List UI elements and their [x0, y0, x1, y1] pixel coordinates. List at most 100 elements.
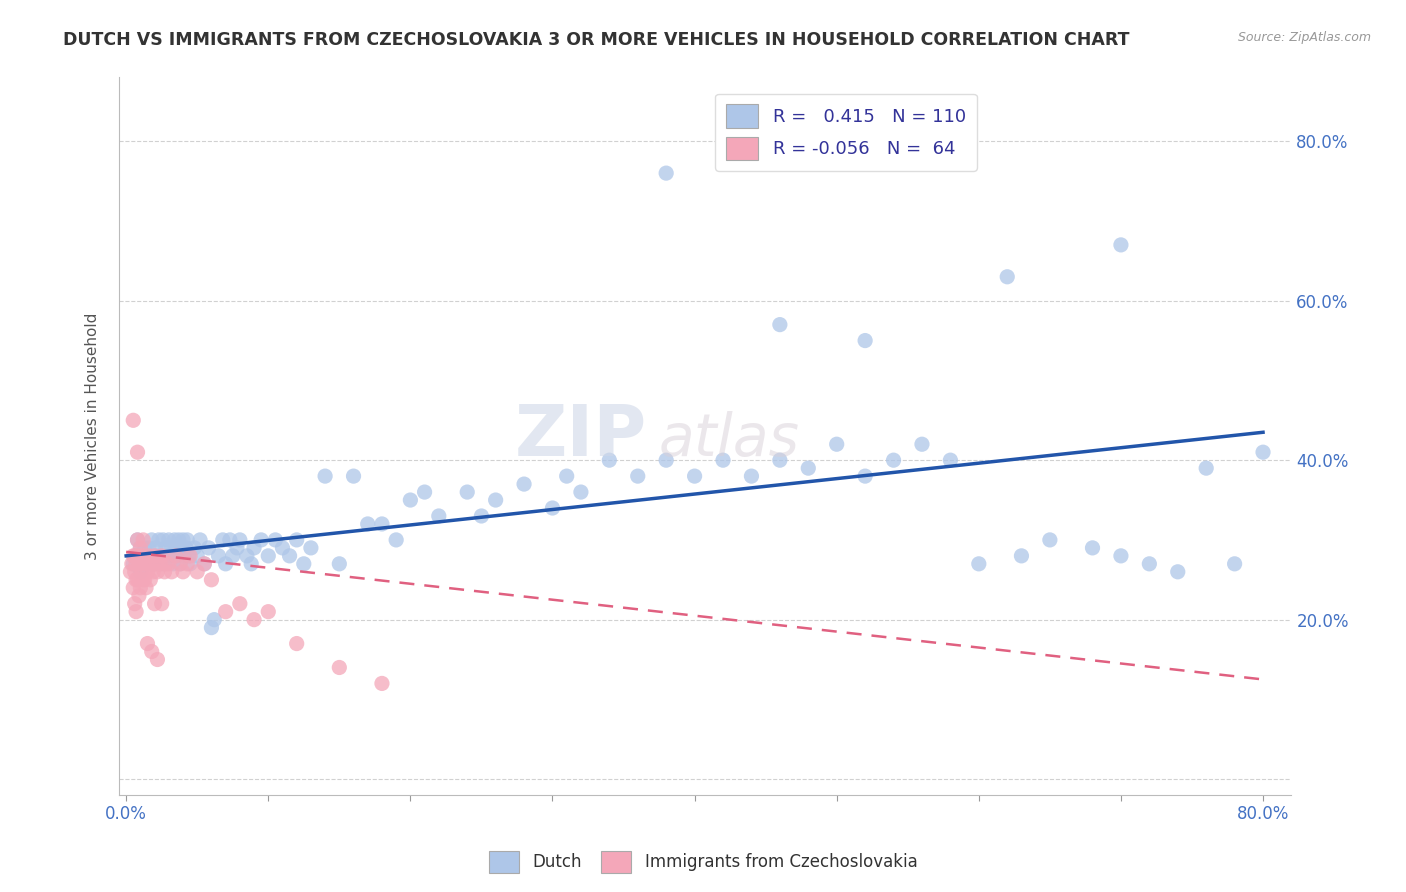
- Point: [911, 437, 934, 451]
- Point: [127, 573, 149, 587]
- Point: [145, 541, 167, 555]
- Point: [555, 469, 578, 483]
- Point: [967, 557, 990, 571]
- Point: [598, 453, 620, 467]
- Point: [292, 557, 315, 571]
- Point: [769, 453, 792, 467]
- Point: [1167, 565, 1189, 579]
- Point: [132, 573, 155, 587]
- Point: [385, 533, 408, 547]
- Point: [127, 533, 149, 547]
- Point: [683, 469, 706, 483]
- Point: [569, 485, 592, 500]
- Point: [179, 549, 201, 563]
- Point: [1010, 549, 1032, 563]
- Point: [142, 565, 165, 579]
- Point: [122, 581, 145, 595]
- Point: [655, 453, 678, 467]
- Point: [214, 557, 236, 571]
- Point: [172, 565, 194, 579]
- Point: [177, 549, 200, 563]
- Point: [153, 565, 176, 579]
- Point: [179, 557, 201, 571]
- Point: [159, 549, 181, 563]
- Point: [202, 613, 225, 627]
- Point: [243, 613, 266, 627]
- Point: [131, 549, 153, 563]
- Point: [143, 557, 166, 571]
- Point: [427, 508, 450, 523]
- Point: [470, 508, 492, 523]
- Point: [134, 573, 156, 587]
- Point: [883, 453, 905, 467]
- Point: [128, 557, 150, 571]
- Point: [186, 565, 208, 579]
- Point: [125, 557, 148, 571]
- Point: [146, 652, 169, 666]
- Point: [285, 533, 308, 547]
- Point: [141, 533, 163, 547]
- Text: ZIP: ZIP: [515, 401, 647, 471]
- Point: [172, 533, 194, 547]
- Point: [188, 533, 211, 547]
- Point: [129, 581, 152, 595]
- Point: [264, 533, 287, 547]
- Point: [271, 541, 294, 555]
- Point: [135, 581, 157, 595]
- Point: [162, 557, 184, 571]
- Point: [197, 541, 219, 555]
- Point: [853, 469, 876, 483]
- Point: [148, 533, 170, 547]
- Point: [139, 549, 162, 563]
- Point: [740, 469, 762, 483]
- Point: [160, 541, 183, 555]
- Point: [711, 453, 734, 467]
- Point: [1137, 557, 1160, 571]
- Point: [150, 549, 173, 563]
- Point: [142, 549, 165, 563]
- Point: [129, 557, 152, 571]
- Point: [299, 541, 322, 555]
- Point: [141, 644, 163, 658]
- Point: [120, 565, 142, 579]
- Point: [143, 549, 166, 563]
- Point: [219, 533, 242, 547]
- Point: [240, 557, 263, 571]
- Point: [485, 493, 508, 508]
- Point: [149, 557, 172, 571]
- Point: [141, 557, 163, 571]
- Point: [134, 541, 156, 555]
- Point: [176, 557, 198, 571]
- Point: [132, 533, 155, 547]
- Point: [769, 318, 792, 332]
- Point: [129, 541, 152, 555]
- Point: [146, 565, 169, 579]
- Point: [214, 605, 236, 619]
- Point: [797, 461, 820, 475]
- Point: [127, 549, 149, 563]
- Point: [541, 501, 564, 516]
- Point: [357, 516, 380, 531]
- Point: [853, 334, 876, 348]
- Legend: R =   0.415   N = 110, R = -0.056   N =  64: R = 0.415 N = 110, R = -0.056 N = 64: [716, 94, 977, 170]
- Point: [1039, 533, 1062, 547]
- Point: [456, 485, 478, 500]
- Point: [1251, 445, 1274, 459]
- Point: [166, 549, 188, 563]
- Point: [200, 573, 222, 587]
- Point: [160, 565, 183, 579]
- Point: [127, 445, 149, 459]
- Point: [131, 565, 153, 579]
- Point: [655, 166, 678, 180]
- Point: [1109, 549, 1132, 563]
- Point: [229, 533, 252, 547]
- Point: [128, 573, 150, 587]
- Point: [145, 557, 167, 571]
- Point: [200, 621, 222, 635]
- Point: [131, 549, 153, 563]
- Point: [150, 549, 173, 563]
- Point: [226, 541, 249, 555]
- Point: [169, 557, 191, 571]
- Point: [157, 533, 180, 547]
- Point: [150, 597, 173, 611]
